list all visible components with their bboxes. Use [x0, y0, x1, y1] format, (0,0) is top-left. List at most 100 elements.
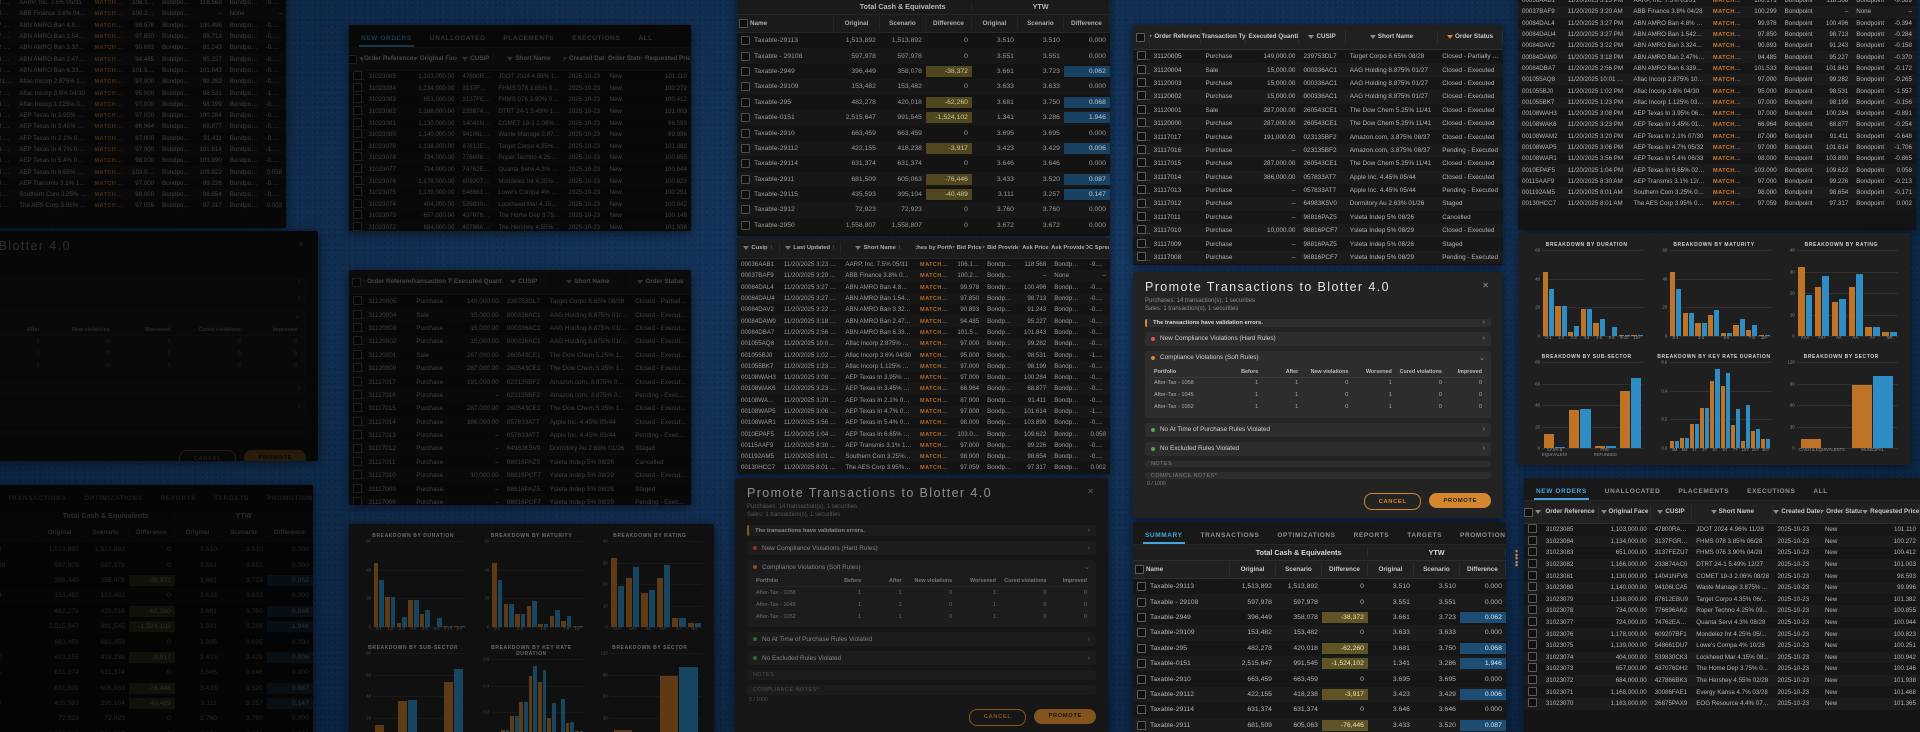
- table-row[interactable]: 310230791,138,000.0087612EBU9Target Corp…: [1524, 594, 1920, 606]
- row-checkbox[interactable]: [1528, 536, 1537, 545]
- filter-icon[interactable]: [1821, 510, 1824, 514]
- row-checkbox[interactable]: [1137, 199, 1146, 208]
- table-row[interactable]: 31117011Purchase–98816PAZ5Ysleta Indep 5…: [1133, 211, 1503, 224]
- filter-icon[interactable]: [1863, 510, 1869, 514]
- matchers-link[interactable]: MATCHERS: [1713, 0, 1747, 4]
- close-icon[interactable]: ✕: [1085, 486, 1096, 497]
- row-checkbox[interactable]: [1528, 571, 1537, 580]
- column-header-last-updated[interactable]: Last Updated↑: [780, 242, 842, 255]
- matchers-link[interactable]: MATCHERS: [920, 464, 953, 471]
- table-row[interactable]: 31117013Purchase–057833AT7Apple Inc. 4.4…: [1133, 184, 1503, 197]
- table-row[interactable]: 310230841,134,000.003137FGR31FHMS 078 3.…: [349, 83, 691, 95]
- table-row[interactable]: 00108WAK611/20/2025 3:23 PMAEP Texas In …: [1518, 119, 1916, 130]
- column-header-short-name[interactable]: Short Name: [494, 52, 564, 65]
- table-row[interactable]: 00115AAF911/20/2025 8:30 AMAEP Transmis …: [1518, 176, 1916, 187]
- matchers-link[interactable]: MATCHERS: [94, 78, 128, 85]
- table-row[interactable]: 31023074404,000.00539830CK3Lockheed Mar …: [349, 199, 691, 211]
- filter-icon[interactable]: [1535, 510, 1541, 514]
- row-checkbox[interactable]: [1137, 582, 1146, 591]
- select-all-cell[interactable]: [349, 52, 364, 67]
- filter-icon[interactable]: [1019, 246, 1021, 250]
- row-checkbox[interactable]: [353, 199, 362, 208]
- matchers-link[interactable]: MATCHERS: [94, 67, 128, 74]
- table-row[interactable]: 001055BJ011/20/2025 1:02 PMAflac Incorp …: [1518, 85, 1916, 96]
- matchers-link[interactable]: MATCHERS: [1713, 20, 1747, 27]
- row-checkbox[interactable]: [353, 94, 362, 103]
- matchers-link[interactable]: MATCHERS: [94, 10, 128, 17]
- row-checkbox[interactable]: [1137, 628, 1146, 637]
- table-row[interactable]: 00084DAV211/20/2025 3:22 PMABN AMRO Ban …: [737, 304, 1110, 315]
- row-checkbox[interactable]: [1528, 524, 1537, 533]
- filter-icon[interactable]: [1657, 510, 1663, 514]
- table-row[interactable]: 31120003Purchase15,000.00000336AC1AAG Ho…: [1133, 77, 1503, 90]
- table-row[interactable]: 31117014Purchase386,000.00057833AT7Apple…: [1133, 171, 1503, 184]
- matchers-link[interactable]: MATCHERS: [1713, 200, 1747, 207]
- column-header-original[interactable]: Original: [37, 526, 83, 539]
- column-header-difference[interactable]: Difference: [267, 526, 313, 539]
- row-checkbox[interactable]: [741, 98, 750, 107]
- row-checkbox[interactable]: [353, 377, 362, 386]
- row-checkbox[interactable]: [741, 129, 750, 138]
- table-row[interactable]: Taxable-2949396,449358,078-38,3723.6613.…: [1133, 610, 1506, 625]
- row-checkbox[interactable]: [353, 363, 362, 372]
- column-header-order-status[interactable]: Order Status: [631, 275, 691, 288]
- matchers-link[interactable]: MATCHERS: [1713, 121, 1747, 128]
- row-checkbox[interactable]: [1137, 185, 1146, 194]
- table-row[interactable]: 31117009Purchase–98816PAZ5Ysleta Indep 5…: [1133, 237, 1503, 250]
- table-row[interactable]: Taxable-291131,513,8921,513,89203.5103.5…: [737, 33, 1110, 48]
- table-row[interactable]: 31120005Purchase149,000.00239753DL7Targe…: [1133, 50, 1503, 63]
- column-header-difference[interactable]: Difference: [1322, 563, 1368, 576]
- table-row[interactable]: 00108WAP511/20/2025 3:06 PMAEP Texas In …: [737, 406, 1110, 417]
- row-checkbox[interactable]: [353, 164, 362, 173]
- row-checkbox[interactable]: [353, 430, 362, 439]
- row-checkbox[interactable]: [1528, 640, 1537, 649]
- table-row[interactable]: Taxable-29109153,482153,48203.6333.6330.…: [0, 588, 313, 603]
- table-row[interactable]: 001055BK711/20/2025 1:23 PMAflac Incorp …: [1518, 97, 1916, 108]
- table-row[interactable]: Taxable-2949396,449358,078-38,3723.6613.…: [0, 573, 313, 588]
- violations-row[interactable]: After-Tax - 1045110100: [753, 599, 1090, 611]
- row-checkbox[interactable]: [1137, 172, 1146, 181]
- table-row[interactable]: 00084DAL411/20/2025 3:27 PMABN AMRO Ban …: [737, 282, 1110, 293]
- column-header-created-date[interactable]: Created Date: [564, 52, 605, 65]
- row-checkbox[interactable]: [353, 336, 362, 345]
- row-checkbox[interactable]: [1137, 91, 1146, 100]
- rule-section-0[interactable]: New Compliance Violations (Hard Rules)›: [0, 290, 306, 304]
- matchers-link[interactable]: MATCHERS: [920, 453, 953, 460]
- table-row[interactable]: 0010EPAF511/20/2025 1:04 PMAEP Texas In …: [1518, 164, 1916, 175]
- table-row[interactable]: Taxable-2949396,449358,078-38,3723.6613.…: [737, 64, 1110, 79]
- table-row[interactable]: 00084DBA711/20/2025 2:56 PMABN AMRO Ban …: [0, 65, 286, 76]
- table-row[interactable]: 00108WAM211/20/2025 3:20 PMAEP Texas In …: [1518, 131, 1916, 142]
- column-header-order-status[interactable]: Order Status: [1821, 505, 1863, 518]
- row-checkbox[interactable]: [1137, 225, 1146, 234]
- filter-icon[interactable]: [785, 246, 791, 250]
- matchers-link[interactable]: MATCHERS: [920, 306, 953, 313]
- tab-transactions[interactable]: TRANSACTIONS: [1199, 532, 1262, 544]
- row-checkbox[interactable]: [741, 190, 750, 199]
- row-checkbox[interactable]: [1137, 212, 1146, 221]
- table-row[interactable]: 310230751,139,000.00548661DU7Lowe's Comp…: [349, 187, 691, 199]
- table-row[interactable]: 31117008Purchase–98816PCF7Ysleta Indep 5…: [1133, 251, 1503, 264]
- table-row[interactable]: 00037BAF911/20/2025 3:20 AMABB Finance 3…: [0, 8, 286, 19]
- filter-icon[interactable]: [1150, 35, 1153, 39]
- matchers-link[interactable]: MATCHERS: [94, 123, 128, 130]
- table-row[interactable]: Taxable-01512,515,647991,545-1,524,1021.…: [737, 110, 1110, 125]
- row-checkbox[interactable]: [1137, 721, 1146, 730]
- table-row[interactable]: 001055AQ811/20/2025 10:01 AMAflac Incorp…: [0, 76, 286, 87]
- column-header-short-name[interactable]: Short Name↑: [841, 242, 916, 255]
- tab-reports[interactable]: REPORTS: [159, 495, 199, 507]
- table-row[interactable]: 00108WAR111/20/2025 3:56 PMAEP Texas In …: [1518, 153, 1916, 164]
- column-header-requested-price[interactable]: Requested Price: [641, 52, 691, 65]
- matchers-link[interactable]: MATCHERS: [1713, 133, 1747, 140]
- matchers-link[interactable]: MATCHERS: [94, 44, 128, 51]
- matchers-link[interactable]: MATCHERS: [1713, 8, 1747, 15]
- table-row[interactable]: 310230851,103,000.0047800RAD5JDOT 2024 4…: [349, 71, 691, 83]
- tab-all[interactable]: ALL: [636, 35, 654, 47]
- table-row[interactable]: 00108WAM211/20/2025 3:20 PMAEP Texas In …: [0, 133, 286, 144]
- row-checkbox[interactable]: [741, 221, 750, 230]
- tab-transactions[interactable]: TRANSACTIONS: [6, 495, 69, 507]
- filter-icon[interactable]: [564, 57, 567, 61]
- column-header-cusip[interactable]: CUSIP: [1299, 30, 1345, 43]
- row-checkbox[interactable]: [741, 205, 750, 214]
- tab-unallocated[interactable]: UNALLOCATED: [1603, 488, 1663, 500]
- table-row[interactable]: Taxable-29114631,374631,37403.6463.6460.…: [737, 156, 1110, 171]
